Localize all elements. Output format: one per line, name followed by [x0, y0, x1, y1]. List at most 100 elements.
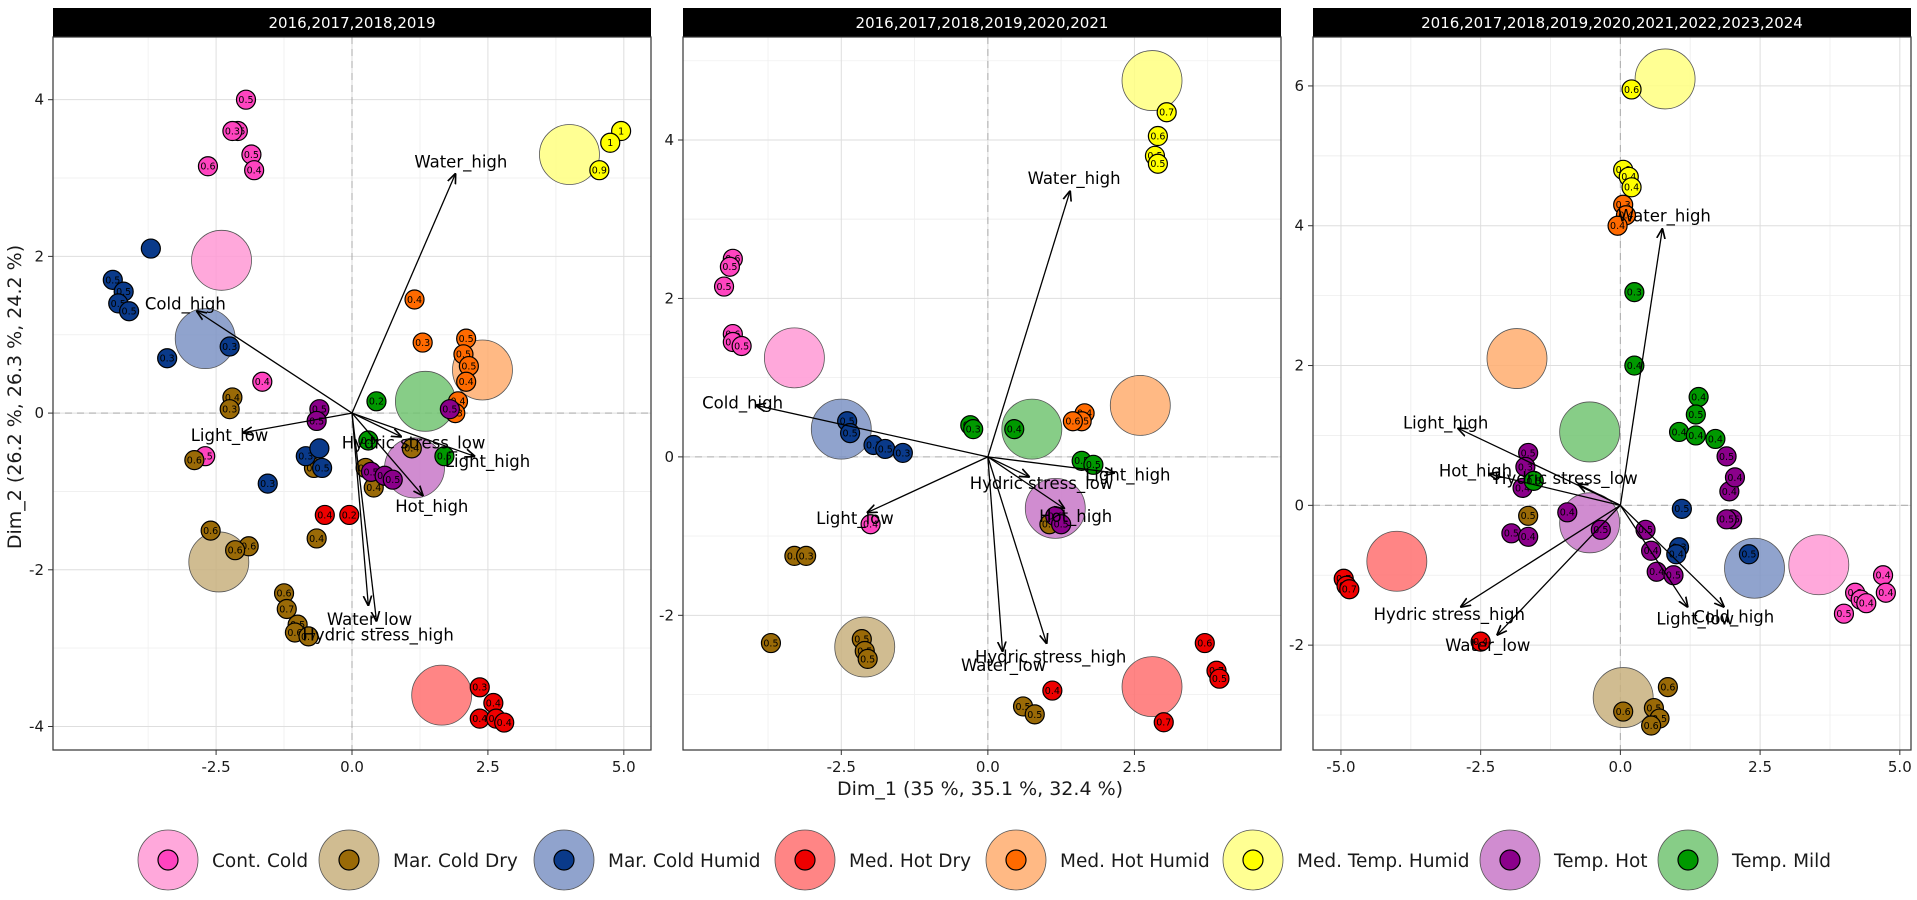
point-value-label: 0.5	[1521, 511, 1536, 522]
point-value-label: 0.5	[111, 299, 126, 310]
point-med-hot-dry	[1042, 680, 1063, 701]
point-temp-mild	[434, 446, 455, 467]
point-cont-cold	[235, 89, 257, 110]
arrow-label-water-low: Water_low	[327, 610, 412, 630]
point-value-label: 0.4	[255, 377, 270, 388]
point-value-label: 0.6	[787, 551, 802, 562]
centroid-mar-cold-dry	[1592, 667, 1654, 728]
arrow-label-hydric-stress-low: Hydric stress_low	[970, 474, 1114, 494]
point-temp-hot	[1518, 526, 1539, 547]
point-med-hot-dry	[1194, 632, 1215, 654]
point-cont-cold	[860, 514, 881, 535]
legend-label: Temp. Hot	[1553, 851, 1648, 872]
panel-border	[52, 36, 652, 751]
point-value-label: 0.4	[1007, 425, 1022, 436]
legend-key-point	[1005, 849, 1027, 871]
point-med-hot-humid	[1062, 411, 1083, 432]
point-value-label: 0.5	[840, 417, 855, 428]
arrow-water-high	[1619, 229, 1662, 506]
point-temp-hot	[1716, 509, 1737, 530]
x-tick-label: -5.0	[1326, 758, 1355, 776]
point-med-temp-humid	[1156, 102, 1177, 123]
point-value-label: 0.4	[1708, 434, 1723, 445]
point-temp-hot	[1724, 467, 1746, 488]
point-value-label: 0.5	[238, 95, 253, 106]
point-temp-mild	[963, 419, 984, 440]
arrow-cold-high	[756, 405, 989, 458]
point-mar-cold-dry	[1657, 676, 1678, 698]
x-axis-title: Dim_1 (35 %, 35.1 %, 32.4 %)	[837, 778, 1123, 800]
y-tick-label: -2	[29, 561, 44, 579]
point-mar-cold-dry	[796, 545, 817, 567]
point-value-label: 0.6	[1042, 520, 1057, 531]
point-value-label: 0.6	[1660, 682, 1675, 693]
point-value-label: 0.6	[228, 546, 243, 557]
point-value-label: 0.5	[1074, 456, 1089, 467]
point-mar-cold-dry	[306, 528, 327, 549]
strip-background	[683, 8, 1281, 37]
arrow-light-low	[243, 412, 353, 433]
point-value-label: 0.4	[1473, 637, 1488, 648]
centroid-med-temp-humid	[1121, 50, 1183, 111]
individual-points: 0.60.50.50.60.50.50.40.60.30.50.50.50.50…	[713, 102, 1230, 733]
arrow-label-light-low: Light_low	[816, 509, 894, 529]
point-med-temp-humid	[1147, 125, 1168, 147]
arrow-label-hydric-stress-high: Hydric stress_high	[1374, 605, 1525, 625]
point-cont-cold	[222, 120, 243, 142]
arrow-label-hot-high: Hot_high	[1439, 462, 1512, 482]
point-value-label: 0.6	[1197, 638, 1212, 649]
legend-key-point	[157, 849, 179, 871]
point-mar-cold-dry	[200, 520, 221, 541]
centroid-mar-cold-dry	[188, 531, 250, 593]
point-mar-cold-humid	[312, 457, 333, 479]
point-value-label: 0.3	[895, 448, 910, 459]
point-value-label: 0.4	[1560, 508, 1575, 519]
point-value-label: 0.6	[1644, 721, 1659, 732]
point-med-temp-humid	[600, 132, 621, 153]
point-value-label: 0.4	[1672, 427, 1687, 438]
point-value-label: 0.5	[763, 638, 778, 649]
arrow-label-hydric-stress-high: Hydric stress_high	[975, 647, 1126, 667]
y-tick-label: 6	[1294, 77, 1304, 95]
panel-2: 2016,2017,2018,2019,2020,2021-2.5 0.0 2.5-…	[659, 8, 1282, 776]
y-tick-label: 4	[1294, 217, 1304, 235]
point-value-label: 0.6	[1150, 131, 1165, 142]
point-value-label: 0.5	[1646, 703, 1661, 714]
point-value-label: 0.5	[722, 262, 737, 273]
centroid-temp-hot	[1559, 492, 1621, 554]
legend-item-med-hot-dry: Med. Hot Dry	[774, 829, 971, 891]
arrow-hot-high	[987, 456, 1064, 508]
point-mar-cold-humid	[119, 301, 140, 322]
point-value-label: 0.5	[1027, 710, 1042, 721]
point-med-hot-humid	[456, 371, 477, 392]
point-mar-cold-dry	[760, 632, 782, 654]
point-temp-hot	[1716, 446, 1737, 467]
point-med-hot-humid	[412, 332, 433, 353]
x-tick-label: 2.5	[1748, 758, 1772, 776]
point-value-label: 0.4	[309, 534, 324, 545]
point-med-hot-dry	[1470, 631, 1491, 652]
legend-item-med-temp-humid: Med. Temp. Humid	[1222, 829, 1469, 891]
arrow-label-light-high: Light_high	[1085, 465, 1170, 485]
point-mar-cold-dry	[1518, 505, 1539, 526]
point-value-label: 0.5	[315, 463, 330, 474]
y-axis-title: Dim_2 (26.2 %, 26.3 %, 24.2 %)	[4, 245, 26, 549]
centroid-cont-cold	[191, 229, 252, 291]
point-value-label: 0.3	[225, 126, 240, 137]
axes: -5.0 -2.5 0.0 2.5 5.0 -2 0 2 4 6	[1289, 77, 1912, 776]
point-temp-mild	[1004, 419, 1025, 440]
legend-key-point	[794, 849, 816, 871]
point-value-label: 0.5	[843, 429, 858, 440]
point-med-hot-dry	[469, 677, 490, 698]
point-value-label: 0.6	[1065, 417, 1080, 428]
point-mar-cold-humid	[1666, 544, 1687, 565]
point-value-label: 0.4	[366, 483, 381, 494]
legend-label: Mar. Cold Humid	[608, 851, 761, 872]
point-value-label: 0.6	[200, 162, 215, 173]
point-value-label: 1	[618, 126, 624, 137]
point-value-label: 0.4	[497, 718, 512, 729]
point-mar-cold-humid	[839, 423, 861, 444]
point-mar-cold-humid	[1738, 544, 1760, 565]
